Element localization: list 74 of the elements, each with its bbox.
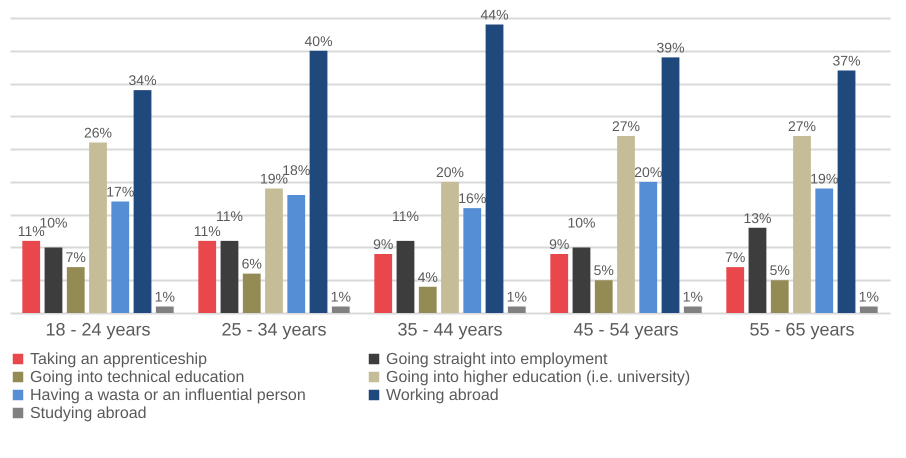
bar	[550, 254, 568, 313]
data-label: 5%	[770, 262, 790, 278]
data-label: 20%	[436, 164, 464, 180]
data-label: 9%	[549, 236, 570, 252]
data-label: 7%	[66, 249, 86, 266]
bar	[508, 306, 526, 313]
data-label: 1%	[330, 288, 351, 304]
bar	[242, 274, 261, 313]
bar	[639, 182, 658, 313]
bar	[860, 306, 878, 313]
bar	[662, 57, 680, 313]
data-label: 4%	[418, 268, 438, 285]
bar	[265, 188, 283, 313]
bar	[198, 240, 216, 313]
bar	[418, 286, 437, 313]
data-label: 1%	[154, 288, 175, 304]
bar	[310, 50, 328, 313]
legend-label: Working abroad	[386, 387, 499, 404]
bar	[770, 280, 789, 313]
bar	[726, 267, 744, 313]
data-label: 39%	[656, 39, 685, 56]
data-label: 40%	[304, 32, 333, 49]
x-tick-label: 45 - 54 years	[573, 320, 679, 340]
bar	[594, 280, 613, 313]
bar	[134, 90, 152, 313]
bar	[572, 247, 590, 313]
legend-label: Studying abroad	[30, 405, 147, 422]
legend-label: Going into higher education (i.e. university)	[386, 369, 690, 386]
x-tick-label: 18 - 24 years	[45, 320, 151, 340]
data-label: 1%	[506, 288, 527, 304]
bar	[441, 182, 459, 313]
data-label: 37%	[832, 52, 861, 68]
x-tick-label: 35 - 44 years	[397, 320, 503, 340]
data-label: 34%	[128, 72, 157, 88]
data-label: 7%	[725, 249, 746, 266]
legend-label: Having a wasta or an influential person	[30, 387, 306, 404]
legend-label: Going into technical education	[30, 369, 244, 386]
bar	[617, 136, 635, 313]
bar	[815, 188, 834, 313]
x-tick-label: 25 - 34 years	[221, 320, 327, 340]
bar	[748, 228, 766, 313]
bar	[332, 306, 350, 313]
bar	[89, 142, 107, 313]
bar	[684, 306, 702, 313]
bar	[374, 254, 392, 313]
bar	[220, 240, 238, 313]
data-label: 44%	[480, 6, 509, 23]
legend-label: Taking an apprenticeship	[30, 351, 208, 368]
bar	[66, 267, 85, 313]
data-label: 11%	[392, 208, 419, 224]
bar	[44, 247, 62, 313]
data-label: 11%	[194, 222, 221, 239]
bar	[287, 195, 306, 313]
data-label: 1%	[858, 288, 879, 304]
data-label: 26%	[84, 124, 112, 141]
data-label: 6%	[242, 256, 262, 272]
bar	[111, 202, 130, 313]
data-label: 27%	[788, 118, 816, 134]
data-label: 27%	[612, 118, 640, 134]
data-label: 1%	[682, 288, 703, 304]
data-label: 9%	[373, 236, 394, 252]
data-label: 10%	[567, 214, 596, 230]
bar	[793, 136, 811, 313]
bar	[486, 24, 504, 313]
x-tick-label: 55 - 65 years	[749, 320, 855, 340]
bar	[22, 240, 40, 313]
data-label: 5%	[594, 262, 614, 278]
data-label: 11%	[216, 208, 243, 224]
bar	[156, 306, 174, 313]
data-label: 13%	[743, 210, 772, 226]
bar	[838, 70, 856, 313]
legend-label: Going straight into employment	[386, 351, 608, 368]
bar	[396, 240, 414, 313]
bar	[463, 208, 482, 313]
